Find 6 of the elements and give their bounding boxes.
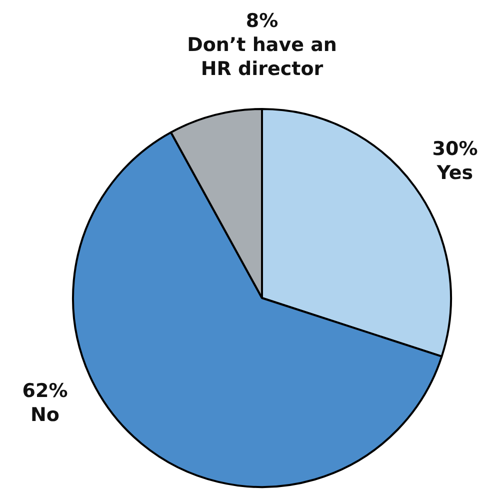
- slice-label: Don’t have an HR director: [187, 34, 337, 80]
- data-label: 8%: [246, 10, 278, 32]
- data-label: 30%: [432, 138, 478, 160]
- data-label: 62%: [22, 380, 68, 402]
- slice-label: No: [30, 404, 60, 426]
- slice-label: Yes: [436, 162, 474, 184]
